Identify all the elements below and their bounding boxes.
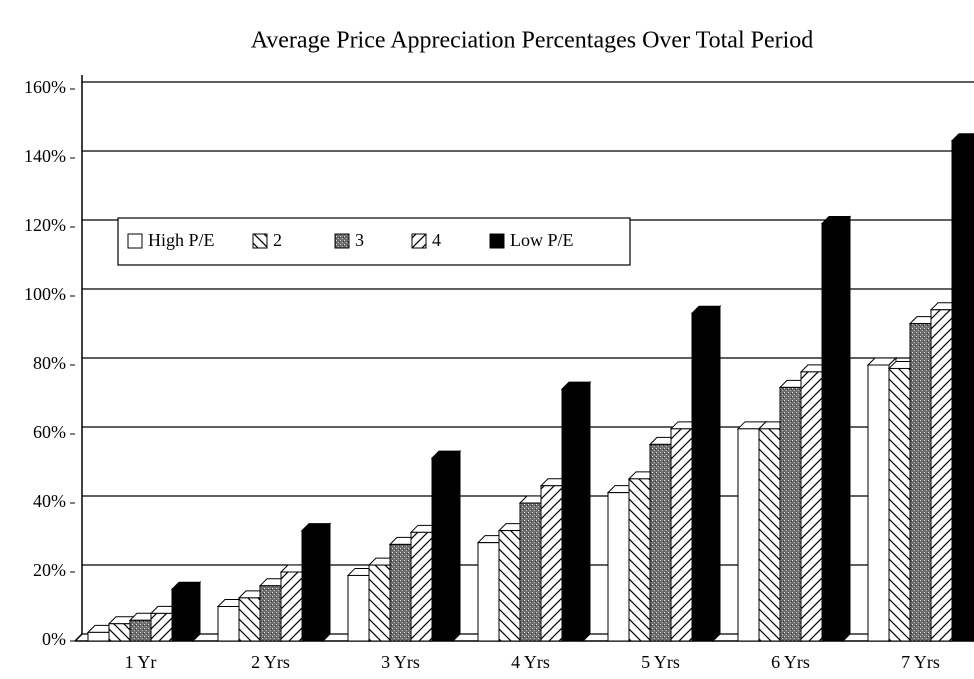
bar-front	[951, 140, 974, 642]
bar-front	[737, 428, 760, 642]
bar	[300, 522, 332, 643]
bar	[430, 449, 462, 643]
bar-side	[712, 305, 721, 643]
legend-label: 2	[273, 230, 282, 250]
y-tick-label: 20%	[33, 560, 66, 580]
bar-front	[670, 428, 693, 642]
bar-front	[561, 388, 584, 642]
x-tick-label: 1 Yr	[125, 652, 157, 672]
bar-front	[607, 492, 630, 642]
legend-swatch	[252, 233, 268, 249]
bar-front	[498, 530, 521, 642]
x-tick-label: 7 Yrs	[901, 652, 940, 672]
bar-front	[477, 542, 500, 642]
bar-front	[238, 597, 261, 642]
bar-front	[909, 323, 932, 642]
y-tick-label: 0%	[42, 629, 66, 649]
legend-swatch	[489, 233, 505, 249]
chart-title: Average Price Appreciation Percentages O…	[251, 28, 814, 54]
bar-side	[322, 522, 331, 643]
bar-front	[888, 367, 911, 642]
floor-edge	[74, 633, 83, 642]
x-tick-label: 4 Yrs	[511, 652, 550, 672]
bar-front	[758, 428, 781, 642]
bar-front	[280, 571, 303, 642]
y-tick-label: 60%	[33, 422, 66, 442]
x-tick-label: 2 Yrs	[251, 652, 290, 672]
x-tick-label: 3 Yrs	[381, 652, 420, 672]
bar-front	[347, 574, 370, 642]
bar-front	[368, 564, 391, 642]
legend-label: Low P/E	[510, 230, 574, 250]
bar-front	[628, 478, 651, 642]
y-tick-label: 120%	[24, 215, 66, 235]
legend-label: High P/E	[148, 230, 215, 250]
y-tick-label: 100%	[24, 284, 66, 304]
bar-front	[649, 443, 672, 642]
bar-side	[582, 380, 591, 643]
bar-side	[842, 215, 851, 643]
bar-front	[821, 223, 844, 642]
bar	[820, 215, 852, 643]
bar-front	[779, 386, 802, 642]
bar-front	[301, 530, 324, 642]
bar-top	[950, 133, 974, 142]
x-tick-label: 5 Yrs	[641, 652, 680, 672]
bar-front	[259, 585, 282, 642]
bar-front	[867, 364, 890, 642]
legend-box	[117, 217, 631, 266]
bar-front	[129, 619, 152, 642]
bar-front	[691, 312, 714, 642]
y-tick-label: 80%	[33, 353, 66, 373]
bar-front	[150, 612, 173, 642]
y-tick-label: 160%	[24, 77, 66, 97]
bar	[950, 133, 974, 643]
bar-front	[217, 606, 240, 642]
bar-front	[389, 543, 412, 642]
bar-front	[540, 485, 563, 642]
legend-label: 3	[355, 230, 364, 250]
legend-swatch	[411, 233, 427, 249]
y-tick-label: 140%	[24, 146, 66, 166]
bar-front	[108, 623, 131, 642]
legend-label: 4	[432, 230, 441, 250]
y-tick-label: 40%	[33, 491, 66, 511]
legend-swatch	[127, 233, 143, 249]
bar-side	[452, 449, 461, 643]
bar-front	[87, 631, 110, 642]
bar-front	[171, 588, 194, 642]
bar-front	[930, 309, 953, 642]
bar	[170, 581, 202, 643]
bar-front	[431, 457, 454, 642]
bar	[690, 305, 722, 643]
bar-front	[410, 531, 433, 642]
bar	[560, 380, 592, 643]
x-tick-label: 6 Yrs	[771, 652, 810, 672]
legend-swatch	[334, 233, 350, 249]
bar-front	[800, 371, 823, 642]
bar-front	[519, 502, 542, 642]
bar-side	[192, 581, 201, 643]
legend: High P/E 2 3 4 Low P/E	[117, 217, 631, 266]
